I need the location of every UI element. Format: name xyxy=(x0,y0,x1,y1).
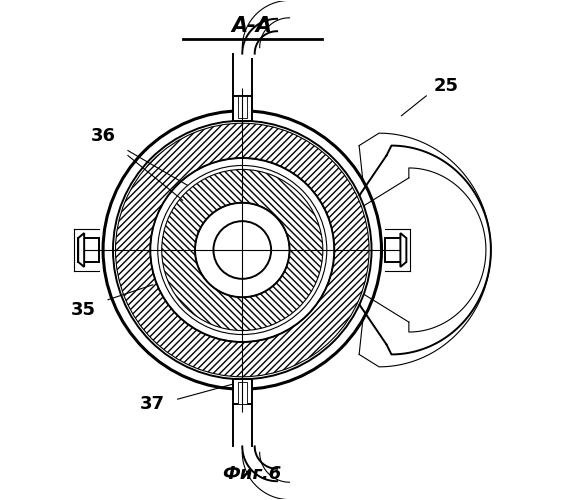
Circle shape xyxy=(213,221,271,279)
Bar xyxy=(233,96,252,120)
Text: Фиг.6: Фиг.6 xyxy=(223,465,282,483)
Text: 36: 36 xyxy=(91,126,116,144)
Polygon shape xyxy=(78,233,84,267)
Text: 37: 37 xyxy=(140,395,165,413)
Text: А-А: А-А xyxy=(232,16,273,36)
Bar xyxy=(238,96,247,118)
Bar xyxy=(385,238,406,262)
Bar xyxy=(78,238,99,262)
Bar xyxy=(233,380,252,404)
Text: 25: 25 xyxy=(434,77,458,95)
Text: 35: 35 xyxy=(71,300,96,318)
Bar xyxy=(238,382,247,404)
Polygon shape xyxy=(401,233,406,267)
